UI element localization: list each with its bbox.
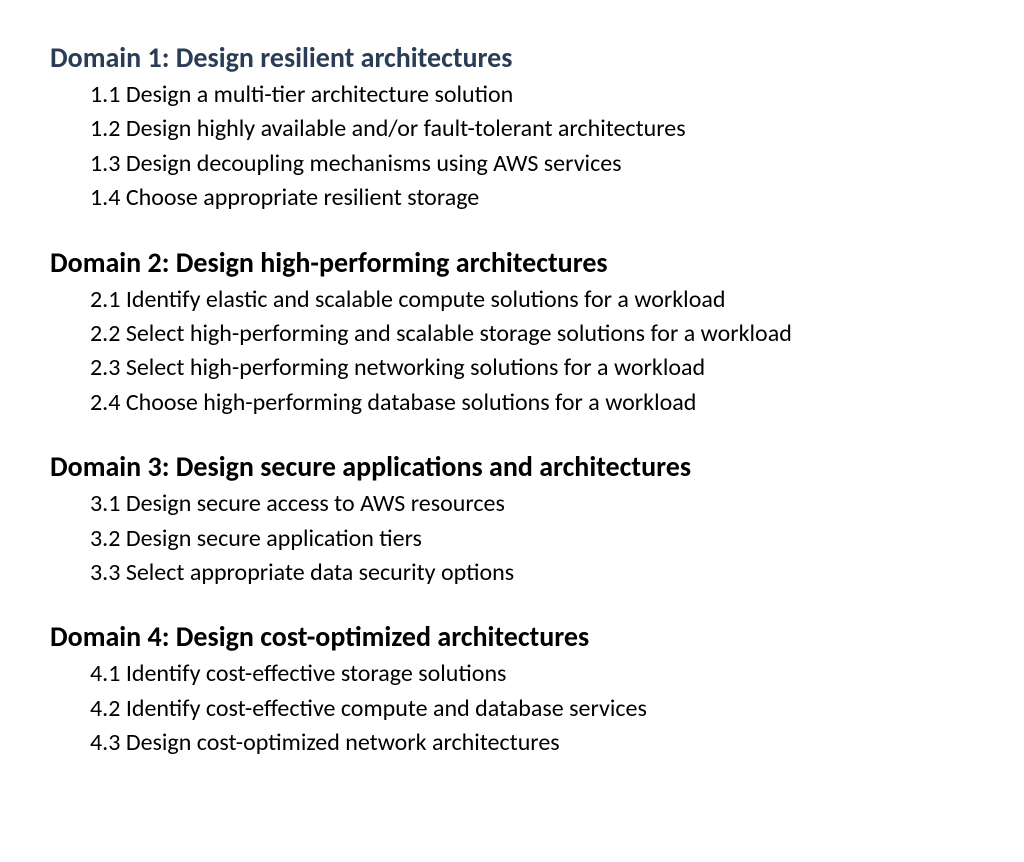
- list-item: 4.2 Identify cost-effective compute and …: [90, 693, 974, 725]
- domain-heading-3: Domain 3: Design secure applications and…: [50, 449, 974, 484]
- list-item: 4.1 Identify cost-effective storage solu…: [90, 658, 974, 690]
- list-item: 3.1 Design secure access to AWS resource…: [90, 488, 974, 520]
- domain-items-3: 3.1 Design secure access to AWS resource…: [50, 488, 974, 589]
- list-item: 2.3 Select high-performing networking so…: [90, 352, 974, 384]
- list-item: 3.2 Design secure application tiers: [90, 523, 974, 555]
- list-item: 2.4 Choose high-performing database solu…: [90, 387, 974, 419]
- list-item: 3.3 Select appropriate data security opt…: [90, 557, 974, 589]
- domain-section-4: Domain 4: Design cost-optimized architec…: [50, 619, 974, 759]
- domain-heading-1: Domain 1: Design resilient architectures: [50, 40, 974, 75]
- domain-items-2: 2.1 Identify elastic and scalable comput…: [50, 284, 974, 420]
- list-item: 1.2 Design highly available and/or fault…: [90, 113, 974, 145]
- domain-items-4: 4.1 Identify cost-effective storage solu…: [50, 658, 974, 759]
- domain-items-1: 1.1 Design a multi-tier architecture sol…: [50, 79, 974, 215]
- list-item: 1.1 Design a multi-tier architecture sol…: [90, 79, 974, 111]
- list-item: 2.1 Identify elastic and scalable comput…: [90, 284, 974, 316]
- list-item: 1.3 Design decoupling mechanisms using A…: [90, 148, 974, 180]
- domain-section-1: Domain 1: Design resilient architectures…: [50, 40, 974, 215]
- domain-heading-4: Domain 4: Design cost-optimized architec…: [50, 619, 974, 654]
- domain-section-2: Domain 2: Design high-performing archite…: [50, 245, 974, 420]
- list-item: 4.3 Design cost-optimized network archit…: [90, 727, 974, 759]
- domain-section-3: Domain 3: Design secure applications and…: [50, 449, 974, 589]
- list-item: 1.4 Choose appropriate resilient storage: [90, 182, 974, 214]
- list-item: 2.2 Select high-performing and scalable …: [90, 318, 974, 350]
- domain-heading-2: Domain 2: Design high-performing archite…: [50, 245, 974, 280]
